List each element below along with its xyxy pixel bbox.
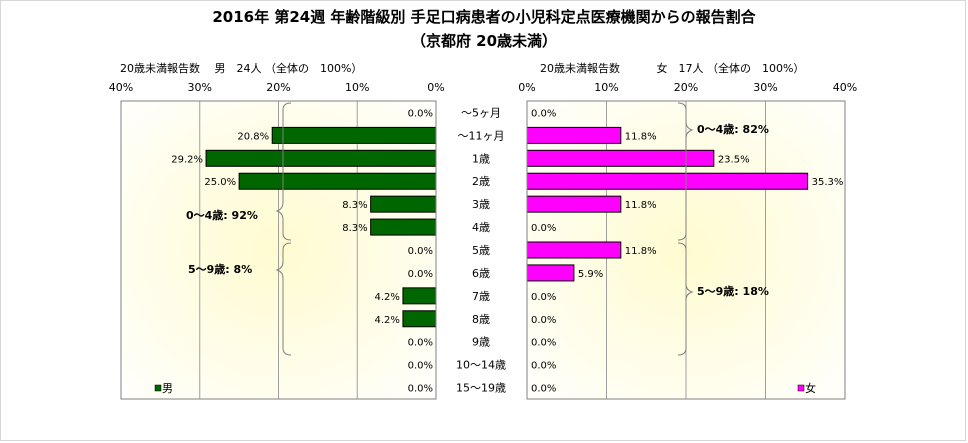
female-bar — [526, 264, 575, 282]
female-value-label: 0.0% — [531, 338, 556, 349]
female-value-label: 0.0% — [531, 361, 556, 372]
female-bar — [526, 172, 809, 190]
female-value-label: 23.5% — [718, 154, 750, 165]
female-value-label: 35.3% — [812, 177, 844, 188]
female-bar — [526, 195, 622, 213]
female-value-label: 0.0% — [531, 315, 556, 326]
male-value-label: 29.2% — [171, 154, 203, 165]
category-label: 6歳 — [472, 267, 490, 280]
male-value-label: 0.0% — [408, 246, 433, 257]
category-label: 3歳 — [472, 198, 490, 211]
category-label: 8歳 — [472, 313, 490, 326]
male-x-tick-label: 10% — [345, 81, 369, 94]
male-value-label: 4.2% — [375, 292, 400, 303]
category-label: 1歳 — [472, 152, 490, 165]
male-x-tick-label: 40% — [109, 81, 133, 94]
category-label: 2歳 — [472, 175, 490, 188]
female-value-label: 11.8% — [625, 131, 657, 142]
female-value-label: 0.0% — [531, 384, 556, 395]
category-label: 10～14歳 — [456, 359, 506, 372]
value-labels: 0.0% 0.0% 20.8% 11.8% 29.2% 23.5% 25.0% 35.3% 8.… — [171, 108, 843, 394]
male-bar — [370, 195, 437, 213]
male-value-label: 20.8% — [237, 131, 269, 142]
female-value-label: 5.9% — [578, 269, 603, 280]
female-5-9-annotation: 5～9歳: 18% — [697, 284, 769, 298]
male-bar — [205, 149, 437, 167]
chart-subtitle: （京都府 20歳未満） — [411, 32, 557, 50]
female-value-label: 0.0% — [531, 292, 556, 303]
female-0-4-bracket — [677, 102, 694, 241]
male-value-label: 8.3% — [342, 200, 367, 211]
category-label: 15～19歳 — [456, 382, 506, 395]
male-bar — [370, 218, 437, 236]
category-label: 7歳 — [472, 290, 490, 303]
male-value-label: 8.3% — [342, 223, 367, 234]
category-labels: ～5ヶ月 ～11ヶ月 1歳 2歳 3歳 4歳 5歳 6歳 7歳 8歳 9歳 10～14歳 15～19歳 — [456, 106, 506, 394]
female-legend-label: 女 — [805, 381, 816, 395]
male-bar — [402, 287, 437, 305]
male-bar — [402, 310, 437, 328]
male-x-tick-label: 0% — [427, 81, 444, 94]
female-bar — [526, 241, 622, 259]
female-series-header: 20歳未満報告数 女 17人 （全体の 100%） — [540, 61, 804, 75]
male-bar — [238, 172, 437, 190]
male-5-9-bracket — [275, 242, 292, 356]
female-x-tick-label: 40% — [833, 81, 857, 94]
female-x-tick-label: 0% — [518, 81, 535, 94]
male-legend-label: 男 — [162, 382, 173, 395]
male-value-label: 25.0% — [204, 177, 236, 188]
chart-title: 2016年 第24週 年齢階級別 手足口病患者の小児科定点医療機関からの報告割合 — [212, 8, 756, 26]
female-x-tick-label: 20% — [674, 81, 698, 94]
male-value-label: 0.0% — [408, 384, 433, 395]
bars — [205, 126, 809, 328]
male-value-label: 0.0% — [408, 361, 433, 372]
female-5-9-bracket — [677, 242, 694, 356]
female-0-4-annotation: 0～4歳: 82% — [697, 122, 769, 136]
axis-ticks: 40% 0% 30% 10% 20% 20% 10% 30% 0% 40% — [109, 81, 857, 94]
category-label: 4歳 — [472, 221, 490, 234]
female-value-label: 0.0% — [531, 108, 556, 119]
male-bar — [271, 126, 437, 144]
male-plot-border — [120, 100, 437, 400]
male-0-4-annotation: 0～4歳: 92% — [186, 208, 258, 222]
female-value-label: 11.8% — [625, 200, 657, 211]
category-label: 9歳 — [472, 336, 490, 349]
male-value-label: 4.2% — [375, 315, 400, 326]
male-0-4-bracket — [275, 102, 292, 241]
male-legend-swatch — [154, 384, 162, 392]
male-value-label: 0.0% — [408, 269, 433, 280]
female-bar — [526, 126, 622, 144]
male-5-9-annotation: 5～9歳: 8% — [188, 262, 252, 276]
male-value-label: 0.0% — [408, 338, 433, 349]
category-label: ～11ヶ月 — [458, 129, 505, 142]
female-value-label: 0.0% — [531, 223, 556, 234]
category-label: ～5ヶ月 — [461, 106, 501, 119]
male-x-tick-label: 20% — [266, 81, 290, 94]
female-value-label: 11.8% — [625, 246, 657, 257]
male-series-header: 20歳未満報告数 男 24人 （全体の 100%） — [120, 61, 362, 75]
category-label: 5歳 — [472, 244, 490, 257]
male-x-tick-label: 30% — [188, 81, 212, 94]
male-value-label: 0.0% — [408, 108, 433, 119]
female-legend-swatch — [797, 384, 805, 392]
female-x-tick-label: 10% — [594, 81, 618, 94]
female-plot-border — [526, 100, 846, 400]
female-x-tick-label: 30% — [753, 81, 777, 94]
